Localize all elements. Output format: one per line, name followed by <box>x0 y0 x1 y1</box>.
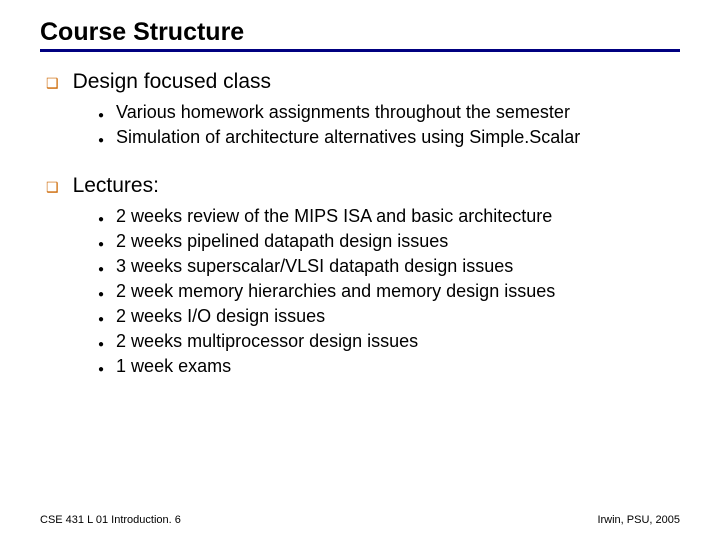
list-item-text: 2 weeks I/O design issues <box>116 306 325 327</box>
square-bullet-icon: ❑ <box>46 75 59 92</box>
slide-title: Course Structure <box>40 18 680 52</box>
dot-bullet-icon: ● <box>98 136 104 146</box>
dot-bullet-icon: ● <box>98 240 104 250</box>
list-item: ● 2 weeks review of the MIPS ISA and basi… <box>98 206 680 227</box>
dot-bullet-icon: ● <box>98 315 104 325</box>
section-heading-text: Design focused class <box>73 70 271 94</box>
list-item-text: 3 weeks superscalar/VLSI datapath design… <box>116 256 513 277</box>
list-item: ● 3 weeks superscalar/VLSI datapath desig… <box>98 256 680 277</box>
dot-bullet-icon: ● <box>98 290 104 300</box>
dot-bullet-icon: ● <box>98 365 104 375</box>
slide-content: ❑ Design focused class ● Various homework a… <box>40 70 680 377</box>
list-item: ● 2 weeks multiprocessor design issues <box>98 331 680 352</box>
list-item-text: Various homework assignments throughout … <box>116 102 570 123</box>
footer-right: Irwin, PSU, 2005 <box>597 514 680 526</box>
list-item-text: 2 weeks pipelined datapath design issues <box>116 231 448 252</box>
list-item-text: 2 weeks multiprocessor design issues <box>116 331 418 352</box>
list-item-text: 2 weeks review of the MIPS ISA and basic… <box>116 206 552 227</box>
dot-bullet-icon: ● <box>98 340 104 350</box>
section-heading: ❑ Design focused class <box>46 70 680 94</box>
list-item-text: Simulation of architecture alternatives … <box>116 127 580 148</box>
slide: Course Structure ❑ Design focused class ● V… <box>0 0 720 540</box>
dot-bullet-icon: ● <box>98 111 104 121</box>
list-item-text: 1 week exams <box>116 356 231 377</box>
list-item: ● 2 weeks pipelined datapath design issue… <box>98 231 680 252</box>
list-item: ● 2 week memory hierarchies and memory de… <box>98 281 680 302</box>
list-item: ● Simulation of architecture alternatives… <box>98 127 680 148</box>
list-item: ● 2 weeks I/O design issues <box>98 306 680 327</box>
section-items: ● 2 weeks review of the MIPS ISA and basi… <box>46 206 680 377</box>
section-items: ● Various homework assignments throughout… <box>46 102 680 148</box>
dot-bullet-icon: ● <box>98 265 104 275</box>
square-bullet-icon: ❑ <box>46 179 59 196</box>
slide-footer: CSE 431 L 01 Introduction. 6 Irwin, PSU,… <box>40 514 680 526</box>
section-heading: ❑ Lectures: <box>46 174 680 198</box>
section-heading-text: Lectures: <box>73 174 159 198</box>
dot-bullet-icon: ● <box>98 215 104 225</box>
footer-left: CSE 431 L 01 Introduction. 6 <box>40 514 181 526</box>
list-item: ● 1 week exams <box>98 356 680 377</box>
list-item: ● Various homework assignments throughout… <box>98 102 680 123</box>
list-item-text: 2 week memory hierarchies and memory des… <box>116 281 555 302</box>
